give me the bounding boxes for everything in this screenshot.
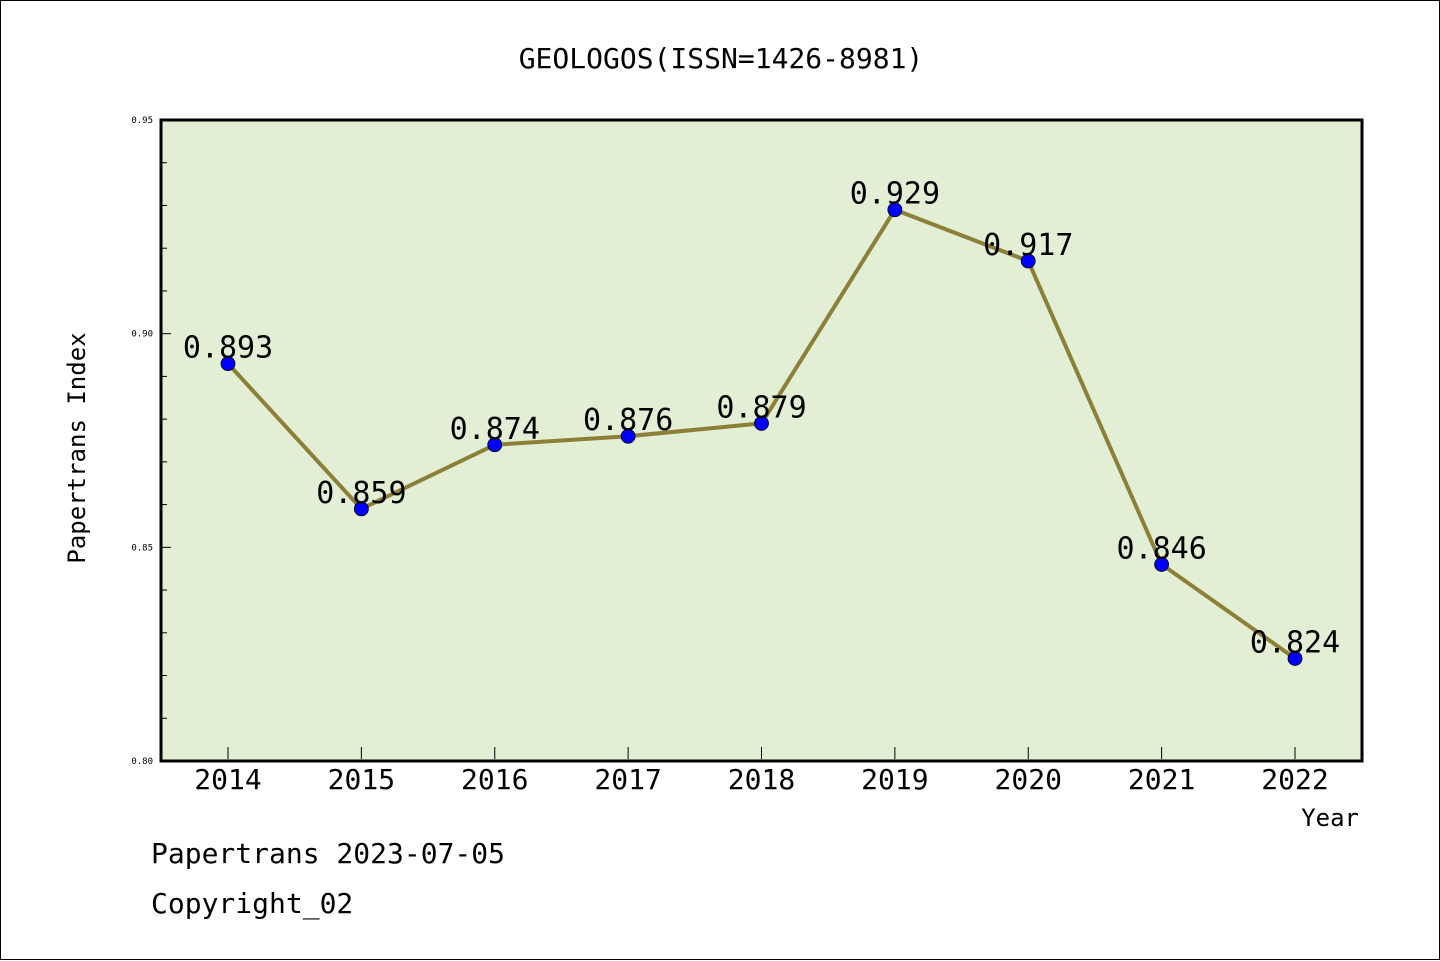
data-label: 0.876	[583, 403, 673, 438]
data-point	[487, 437, 503, 453]
data-label: 0.879	[716, 390, 806, 425]
data-point	[353, 501, 369, 517]
footer-copyright: Copyright_02	[151, 887, 354, 920]
data-label: 0.859	[316, 476, 406, 511]
x-tick-label: 2015	[328, 763, 395, 796]
data-label: 0.893	[183, 331, 273, 366]
x-tick-label: 2018	[728, 763, 795, 796]
footer-date: Papertrans 2023-07-05	[151, 837, 506, 870]
data-point	[1154, 557, 1170, 572]
series-layer	[220, 202, 1303, 666]
x-tick-label: 2014	[194, 763, 261, 796]
x-tick-label: 2022	[1261, 763, 1328, 796]
y-tick-label: 0.95	[131, 116, 153, 126]
data-label: 0.846	[1116, 531, 1206, 566]
y-axis: 0.80 0.85 0.90 0.95	[131, 116, 171, 767]
y-axis-label: Papertrans Index	[63, 332, 91, 563]
data-point	[754, 416, 769, 431]
plot-area	[159, 118, 1364, 763]
x-tick-label: 2019	[861, 763, 928, 796]
data-label: 0.874	[450, 412, 540, 447]
x-tick-label: 2021	[1128, 763, 1195, 796]
y-tick-label: 0.80	[131, 757, 153, 767]
data-point	[1020, 253, 1036, 269]
x-tick-label: 2016	[461, 763, 528, 796]
data-labels: 0.893 0.859 0.874 0.876 0.879 0.929 0.917 0.846…	[183, 177, 1340, 661]
x-tick-label: 2020	[995, 763, 1062, 796]
x-axis-label: Year	[1301, 804, 1359, 832]
data-label: 0.929	[850, 177, 940, 212]
x-axis: 2014 2015 2016 2017 2018 2019 2020 2021 2022	[194, 747, 1329, 796]
data-point	[887, 202, 903, 218]
data-point	[1287, 651, 1303, 666]
y-tick-label: 0.85	[131, 543, 153, 553]
data-point	[620, 428, 636, 444]
data-label: 0.824	[1250, 625, 1340, 660]
data-label: 0.917	[983, 228, 1073, 263]
x-tick-label: 2017	[594, 763, 661, 796]
data-point	[220, 356, 236, 371]
chart-title: GEOLOGOS(ISSN=1426-8981)	[519, 42, 924, 75]
y-tick-label: 0.90	[131, 330, 153, 340]
